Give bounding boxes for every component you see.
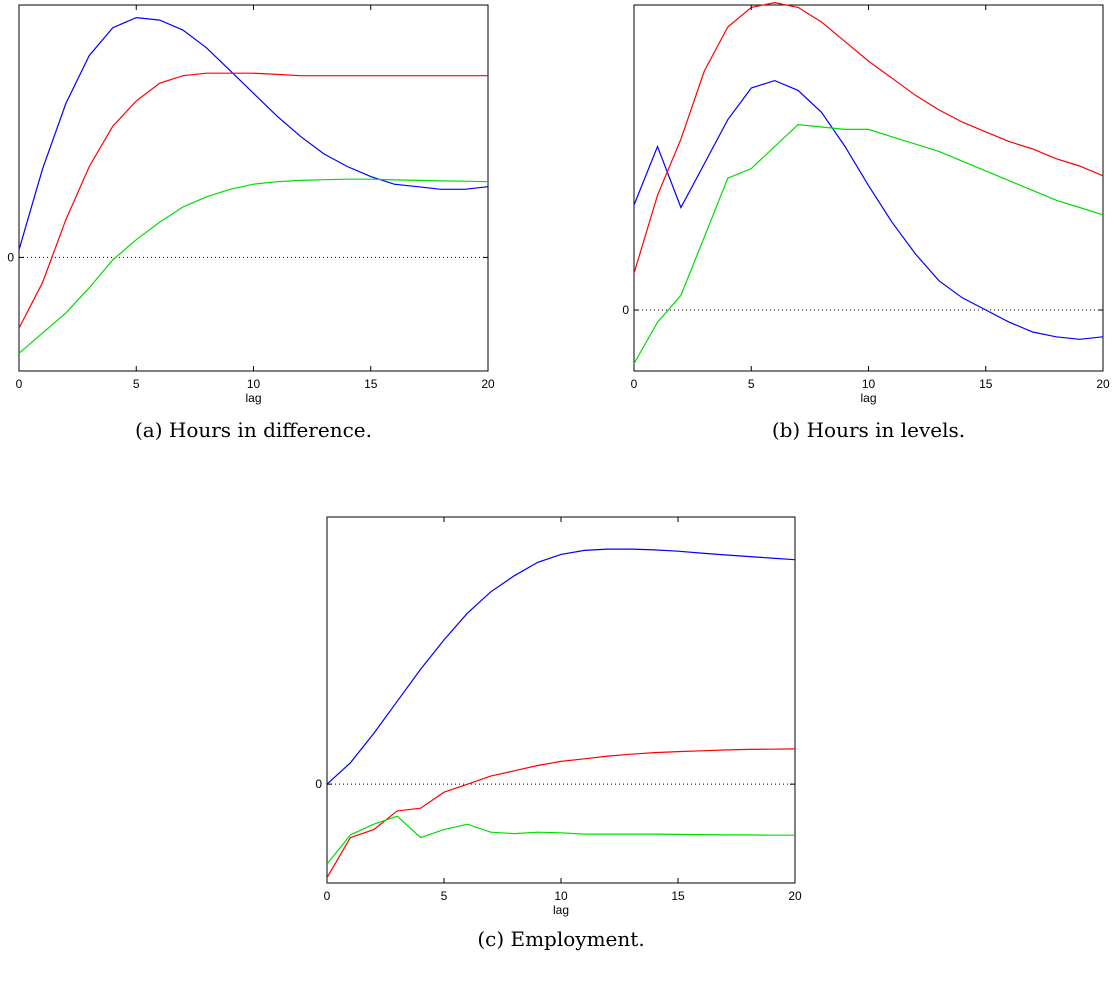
series-line-blue [633, 79, 1104, 340]
y-tick-label: 0 [622, 303, 629, 317]
series-line-red [633, 1, 1104, 274]
x-tick-label: 0 [631, 377, 638, 391]
x-axis-label: lag [553, 903, 569, 917]
x-tick-label: 5 [133, 377, 140, 391]
x-tick-label: 20 [788, 889, 802, 903]
panel-employment: 0 5 10 15 20 0 lag (c) Employment. [315, 516, 802, 951]
x-tick-label: 0 [16, 377, 23, 391]
x-tick-label: 5 [441, 889, 448, 903]
x-tick-label: 10 [862, 377, 876, 391]
panel-hours-in-difference: 0 5 10 15 20 0 lag (a) Hours in difference. [7, 4, 495, 442]
x-tick-label: 10 [554, 889, 568, 903]
series-line-green [326, 815, 795, 865]
plot-area-frame [326, 516, 796, 884]
series-line-green [633, 123, 1104, 364]
x-tick-label: 20 [1096, 377, 1110, 391]
x-tick-label: 20 [481, 377, 495, 391]
x-tick-label: 15 [671, 889, 685, 903]
x-tick-label: 15 [979, 377, 993, 391]
ticks-layer: 0 5 10 15 20 0 [7, 5, 495, 391]
x-axis-label: lag [245, 391, 261, 405]
series-line-red [18, 72, 488, 329]
series-line-red [326, 748, 796, 879]
plot-area-frame [18, 4, 489, 372]
y-tick-label: 0 [315, 777, 322, 791]
ticks-layer: 0 5 10 15 20 0 [315, 517, 802, 903]
panel-hours-in-levels: 0 5 10 15 20 0 lag (b) Hours in levels. [622, 1, 1110, 442]
panel-caption: (a) Hours in difference. [135, 418, 372, 442]
series-line-blue [18, 16, 489, 250]
x-tick-label: 15 [364, 377, 378, 391]
x-axis-label: lag [860, 391, 876, 405]
x-tick-label: 5 [748, 377, 755, 391]
series-line-blue [326, 548, 796, 785]
series-layer [18, 16, 489, 354]
series-line-green [18, 178, 489, 354]
series-layer [326, 548, 796, 879]
y-tick-label: 0 [7, 250, 14, 264]
x-tick-label: 0 [324, 889, 331, 903]
series-layer [633, 1, 1104, 364]
plot-area-frame [633, 4, 1104, 372]
panel-caption: (b) Hours in levels. [772, 418, 965, 442]
ticks-layer: 0 5 10 15 20 0 [622, 5, 1110, 391]
x-tick-label: 10 [247, 377, 261, 391]
panel-caption: (c) Employment. [477, 927, 644, 951]
